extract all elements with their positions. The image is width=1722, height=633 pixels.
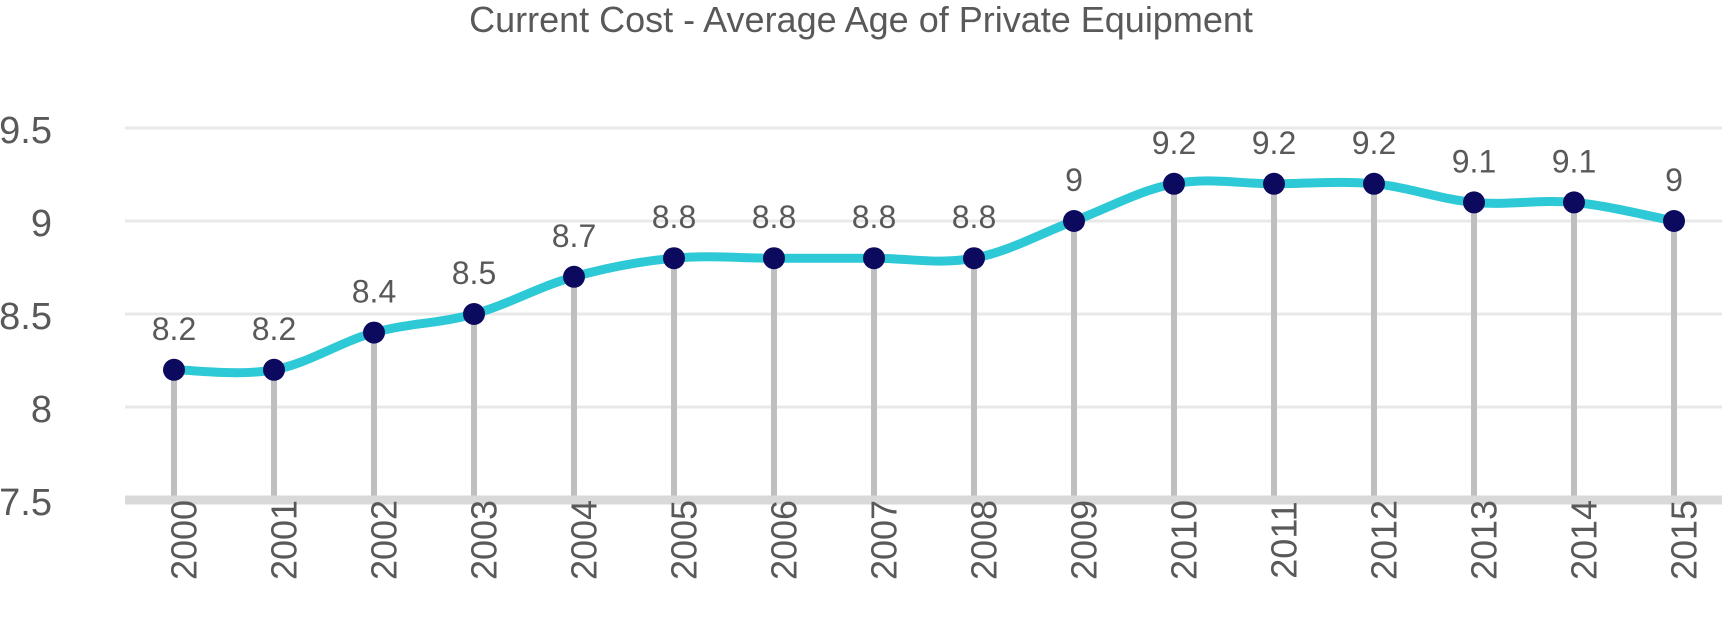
y-tick-label: 9.5 bbox=[0, 110, 52, 152]
x-tick-label: 2012 bbox=[1364, 500, 1405, 580]
x-tick-label: 2003 bbox=[464, 500, 505, 580]
data-point bbox=[163, 358, 185, 381]
data-label: 8.5 bbox=[452, 255, 496, 291]
x-tick-label: 2007 bbox=[864, 500, 905, 580]
chart-title: Current Cost - Average Age of Private Eq… bbox=[469, 0, 1253, 40]
x-tick-label: 2005 bbox=[664, 500, 705, 580]
x-tick-label: 2008 bbox=[964, 500, 1005, 580]
x-tick-label: 2015 bbox=[1664, 500, 1705, 580]
data-label: 8.7 bbox=[552, 218, 596, 254]
x-tick-label: 2002 bbox=[364, 500, 405, 580]
data-label: 8.2 bbox=[252, 311, 296, 347]
data-point bbox=[263, 358, 285, 381]
data-point bbox=[863, 247, 885, 270]
x-tick-label: 2006 bbox=[764, 500, 805, 580]
y-axis-ticks: 7.5 8 8.5 9 9.5 bbox=[0, 110, 52, 524]
data-point bbox=[563, 265, 585, 288]
data-point bbox=[663, 247, 685, 270]
data-point bbox=[1663, 210, 1685, 232]
x-tick-label: 2000 bbox=[164, 500, 205, 580]
data-point bbox=[1463, 191, 1485, 214]
data-label: 9.2 bbox=[1352, 125, 1396, 161]
data-point bbox=[1563, 191, 1585, 214]
data-labels: 8.2 8.2 8.4 8.5 8.7 8.8 8.8 8.8 8.8 9 9.2 9.2 9.2 9.1… bbox=[152, 125, 1683, 347]
drop-lines bbox=[171, 183, 1677, 500]
x-tick-label: 2013 bbox=[1464, 500, 1505, 580]
data-label: 8.2 bbox=[152, 311, 196, 347]
data-label: 9 bbox=[1665, 162, 1683, 198]
y-tick-label: 8 bbox=[31, 389, 52, 431]
data-label: 8.4 bbox=[352, 274, 396, 310]
y-tick-label: 8.5 bbox=[0, 296, 52, 338]
x-axis-ticks: 2000 2001 2002 2003 2004 2005 2006 2007 2008 2009… bbox=[164, 500, 1705, 580]
x-tick-label: 2010 bbox=[1164, 500, 1205, 580]
data-point bbox=[1263, 172, 1285, 195]
y-tick-label: 7.5 bbox=[0, 482, 52, 524]
y-tick-label: 9 bbox=[31, 203, 52, 245]
data-label: 9.2 bbox=[1252, 125, 1296, 161]
series-line bbox=[169, 176, 1679, 378]
data-label: 9 bbox=[1065, 162, 1083, 198]
data-label: 9.1 bbox=[1552, 143, 1596, 179]
data-point bbox=[763, 247, 785, 270]
data-point bbox=[1363, 172, 1385, 195]
data-markers bbox=[163, 172, 1685, 381]
data-point bbox=[1163, 172, 1185, 195]
data-label: 8.8 bbox=[852, 199, 896, 235]
x-tick-label: 2011 bbox=[1264, 501, 1305, 578]
x-tick-label: 2004 bbox=[564, 500, 605, 580]
gridlines bbox=[125, 126, 1722, 409]
data-label: 8.8 bbox=[652, 199, 696, 235]
data-label: 8.8 bbox=[752, 199, 796, 235]
data-label: 9.2 bbox=[1152, 125, 1196, 161]
data-point bbox=[963, 247, 985, 270]
data-point bbox=[1063, 210, 1085, 232]
x-tick-label: 2001 bbox=[264, 500, 305, 580]
x-tick-label: 2009 bbox=[1064, 500, 1105, 580]
data-point bbox=[463, 303, 485, 325]
data-label: 9.1 bbox=[1452, 143, 1496, 179]
data-label: 8.8 bbox=[952, 199, 996, 235]
data-point bbox=[363, 321, 385, 344]
x-tick-label: 2014 bbox=[1564, 500, 1605, 580]
